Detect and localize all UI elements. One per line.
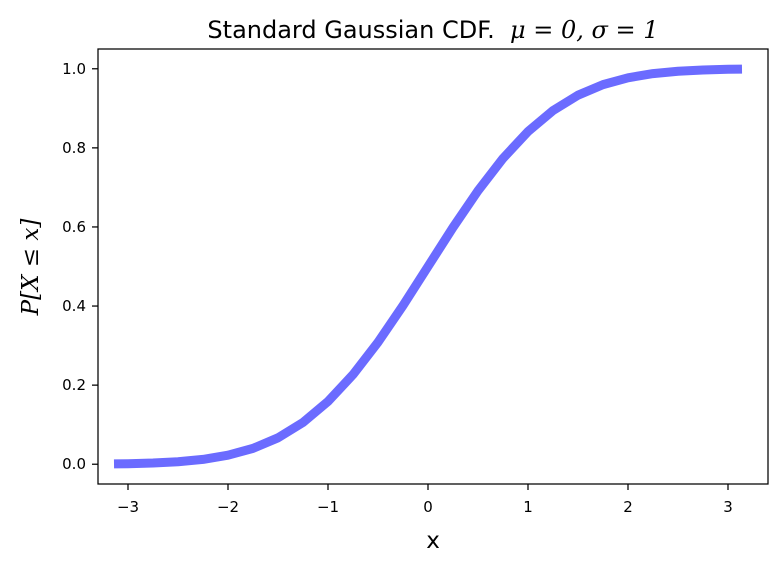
y-tick-label: 0.8 bbox=[62, 139, 86, 157]
y-tick-label: 0.6 bbox=[62, 218, 86, 236]
cdf-line-series-0 bbox=[113, 64, 743, 469]
chart-title: Standard Gaussian CDF. μ = 0, σ = 1 bbox=[207, 16, 658, 44]
chart-title-math: μ = 0, σ = 1 bbox=[510, 16, 659, 44]
x-tick-label: 0 bbox=[423, 498, 433, 516]
y-axis-label: P[X ≤ x] bbox=[18, 219, 44, 317]
plot-area bbox=[113, 64, 743, 469]
x-tick-label: 1 bbox=[523, 498, 533, 516]
svg-text:Standard Gaussian CDF. μ = 0,: Standard Gaussian CDF. μ = 0, σ = 1 bbox=[207, 16, 658, 44]
y-tick-label: 1.0 bbox=[62, 60, 86, 78]
y-tick-label: 0.2 bbox=[62, 376, 86, 394]
x-tick-label: 2 bbox=[623, 498, 633, 516]
x-tick-label: −3 bbox=[117, 498, 139, 516]
axes-frame bbox=[97, 48, 769, 485]
x-axis-ticks: −3 −2 −1 0 1 2 3 bbox=[117, 484, 733, 516]
x-tick-label: −1 bbox=[317, 498, 339, 516]
x-axis-label: x bbox=[426, 528, 440, 554]
chart-title-prefix: Standard Gaussian CDF. bbox=[207, 16, 510, 44]
y-tick-label: 0.4 bbox=[62, 297, 86, 315]
y-axis-ticks: 0.0 0.2 0.4 0.6 0.8 1.0 bbox=[62, 60, 98, 473]
x-tick-label: −2 bbox=[217, 498, 239, 516]
y-tick-label: 0.0 bbox=[62, 455, 86, 473]
x-tick-label: 3 bbox=[723, 498, 733, 516]
